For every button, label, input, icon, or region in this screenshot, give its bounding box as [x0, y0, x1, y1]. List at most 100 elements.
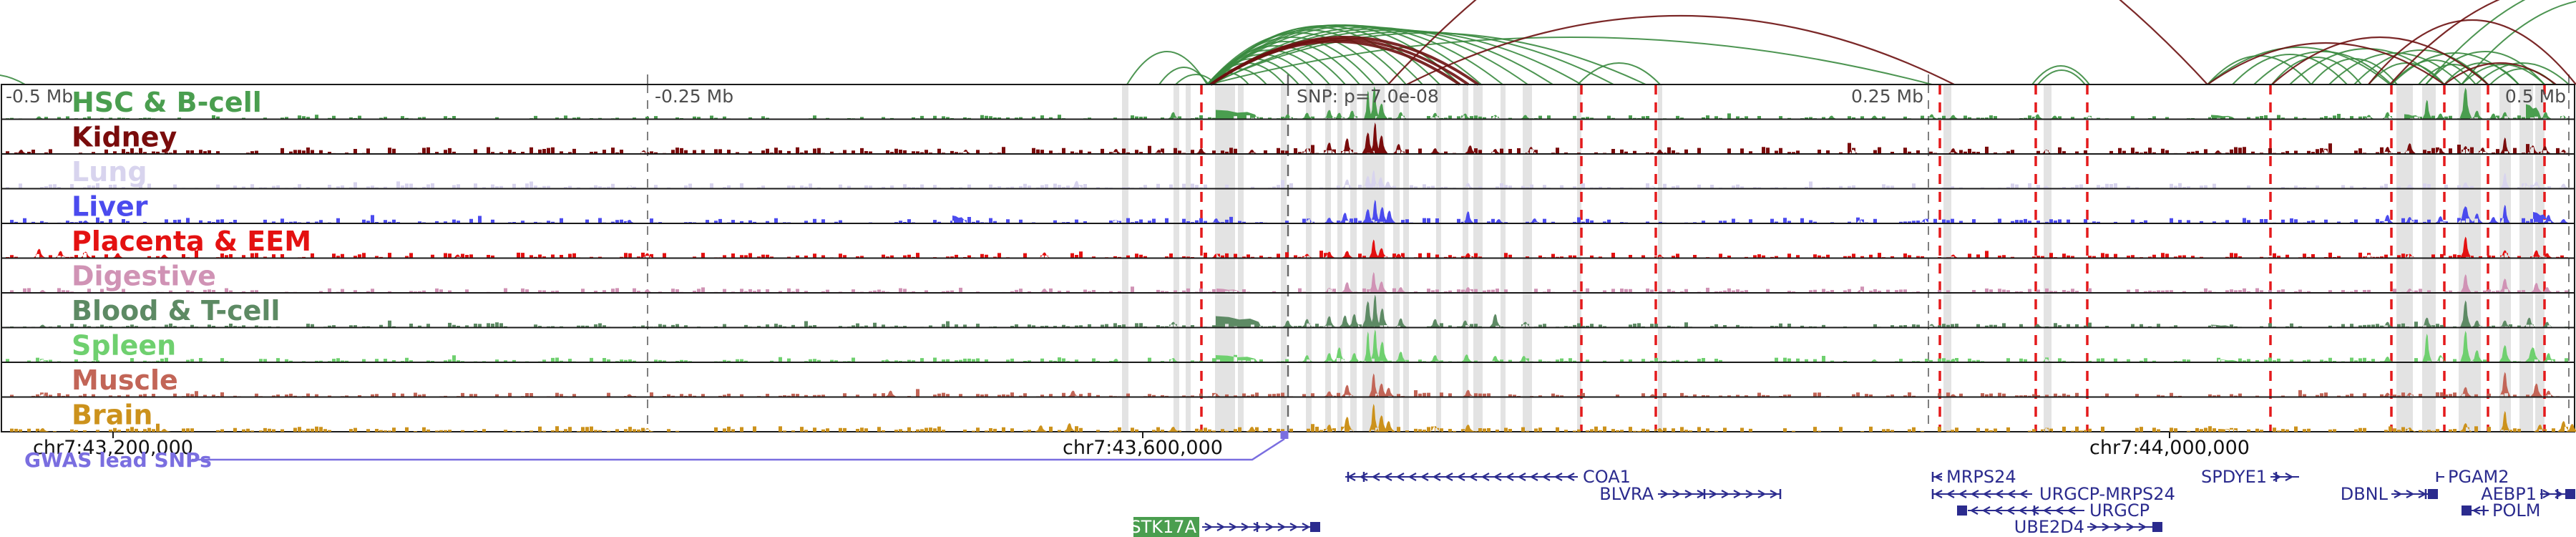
strand-chevron	[1553, 473, 1563, 481]
snp-pvalue-label: SNP: p=7.0e-08	[1297, 86, 1439, 107]
strand-chevron	[2472, 506, 2481, 515]
signal-muscle	[10, 372, 2560, 397]
interaction-arc-green[interactable]	[2253, 51, 2392, 85]
strand-chevron	[1229, 523, 1238, 531]
track-label: Digestive	[72, 261, 216, 292]
strand-chevron	[2018, 506, 2027, 515]
interaction-arc-maroon[interactable]	[2271, 36, 2489, 85]
interaction-arc-green[interactable]	[2311, 58, 2398, 85]
gene-label-ube2d4[interactable]: UBE2D4	[2014, 517, 2084, 537]
strand-chevron	[1359, 473, 1368, 481]
track-label: Lung	[72, 156, 147, 188]
gene-label-stk17a[interactable]: STK17A	[1130, 517, 1196, 537]
interaction-arc-green[interactable]	[1126, 51, 1208, 85]
gene-end-block	[2152, 522, 2162, 532]
gene-label-mrps24[interactable]: MRPS24	[1946, 467, 2016, 487]
interaction-arc-maroon[interactable]	[2368, 19, 2576, 85]
strand-chevron	[2285, 473, 2294, 481]
interaction-arc-green[interactable]	[2425, 0, 2576, 85]
interaction-arc-maroon[interactable]	[2389, 0, 2576, 85]
gwas-connector-line	[192, 437, 1285, 461]
strand-chevron	[1420, 473, 1429, 481]
interaction-arc-green[interactable]	[2418, 64, 2489, 85]
strand-chevron	[2006, 490, 2016, 498]
strand-chevron	[2067, 506, 2076, 515]
interaction-arc-green[interactable]	[2207, 47, 2391, 85]
strand-chevron	[1994, 490, 2004, 498]
gene-label-polm[interactable]: POLM	[2492, 500, 2540, 521]
strand-chevron	[1529, 473, 1538, 481]
interaction-arc-green[interactable]	[2232, 54, 2348, 85]
strand-chevron	[1517, 473, 1526, 481]
track-label: Liver	[72, 191, 148, 223]
gene-label-pgam2[interactable]: PGAM2	[2448, 467, 2509, 487]
scale-label: -0.5 Mb	[6, 86, 73, 107]
interaction-arc-green[interactable]	[1206, 25, 1503, 85]
gene-label-urgcp-mrps24[interactable]: URGCP-MRPS24	[2039, 484, 2175, 504]
strand-chevron	[1241, 523, 1250, 531]
strand-chevron	[2042, 506, 2051, 515]
strand-chevron	[1733, 490, 1742, 498]
coordinate-label: chr7:43,600,000	[1063, 437, 1223, 459]
interaction-arc-green[interactable]	[2461, 64, 2545, 85]
strand-chevron	[1933, 473, 1943, 481]
highlighted-gene-box[interactable]	[1133, 517, 1199, 537]
strand-chevron	[2102, 523, 2111, 531]
signal-liver	[10, 200, 2570, 223]
gene-label-spdye1[interactable]: SPDYE1	[2201, 467, 2267, 487]
interaction-arc-green[interactable]	[2037, 69, 2086, 85]
track-label: HSC & B-cell	[72, 87, 262, 118]
scale-label: 0.5 Mb	[2505, 86, 2566, 107]
gene-label-urgcp[interactable]: URGCP	[2089, 500, 2150, 521]
strand-chevron	[1994, 506, 2003, 515]
gwas-snp-marker[interactable]	[1280, 431, 1289, 439]
interaction-arc-green[interactable]	[2425, 51, 2545, 85]
interaction-arc-maroon[interactable]	[2207, 42, 2445, 85]
coordinate-label: chr7:44,000,000	[2089, 437, 2250, 459]
signal-spleen	[6, 329, 2568, 362]
gene-end-block	[2462, 505, 2472, 516]
strand-chevron	[1958, 490, 1967, 498]
coordinate-label: chr7:43,200,000	[33, 437, 193, 459]
interaction-arc-maroon[interactable]	[1406, 15, 1955, 85]
gene-label-aebp1[interactable]: AEBP1	[2481, 484, 2537, 504]
interaction-arc-green[interactable]	[1209, 32, 1646, 85]
interaction-arc-green[interactable]	[2271, 57, 2362, 85]
strand-chevron	[1253, 523, 1262, 531]
interaction-arc-green[interactable]	[1577, 62, 1661, 85]
interaction-arc-green[interactable]	[1211, 31, 1614, 85]
strand-chevron	[1709, 490, 1718, 498]
interaction-arc-maroon[interactable]	[2444, 62, 2557, 85]
interaction-arc-green[interactable]	[0, 74, 26, 85]
strand-chevron	[1982, 490, 1991, 498]
signal-digestive	[10, 272, 2568, 293]
interaction-arc-green[interactable]	[2461, 0, 2576, 85]
signal-brain	[10, 404, 2576, 432]
track-label: Spleen	[72, 330, 176, 362]
interaction-arc-green[interactable]	[1206, 32, 1390, 85]
strand-chevron	[1981, 506, 1991, 515]
strand-chevron	[1721, 490, 1730, 498]
interaction-arc-maroon[interactable]	[1209, 36, 1480, 86]
interaction-arc-green[interactable]	[2031, 65, 2090, 85]
gene-label-blvra[interactable]: BLVRA	[1599, 484, 1654, 504]
strand-chevron	[1432, 473, 1441, 481]
gene-label-coa1[interactable]: COA1	[1583, 467, 1631, 487]
gwas-lead-snps-label: GWAS lead SNPs	[24, 448, 212, 472]
track-label: Kidney	[72, 122, 177, 153]
signal-blood-t-cell	[6, 294, 2568, 328]
interaction-arc-green[interactable]	[1209, 37, 1933, 85]
interaction-arc-green[interactable]	[1158, 67, 1209, 85]
interaction-arc-green[interactable]	[2328, 52, 2462, 85]
interaction-arc-green[interactable]	[2475, 62, 2570, 85]
gene-label-dbnl[interactable]: DBNL	[2341, 484, 2389, 504]
interaction-arc-green[interactable]	[1209, 24, 1482, 85]
gene-end-block	[1957, 505, 1967, 516]
interaction-arc-green[interactable]	[2444, 62, 2519, 85]
strand-chevron	[1383, 473, 1392, 481]
strand-chevron	[1265, 523, 1274, 531]
strand-chevron	[2089, 523, 2099, 531]
gene-end-block	[2565, 489, 2575, 499]
strand-chevron	[1407, 473, 1417, 481]
